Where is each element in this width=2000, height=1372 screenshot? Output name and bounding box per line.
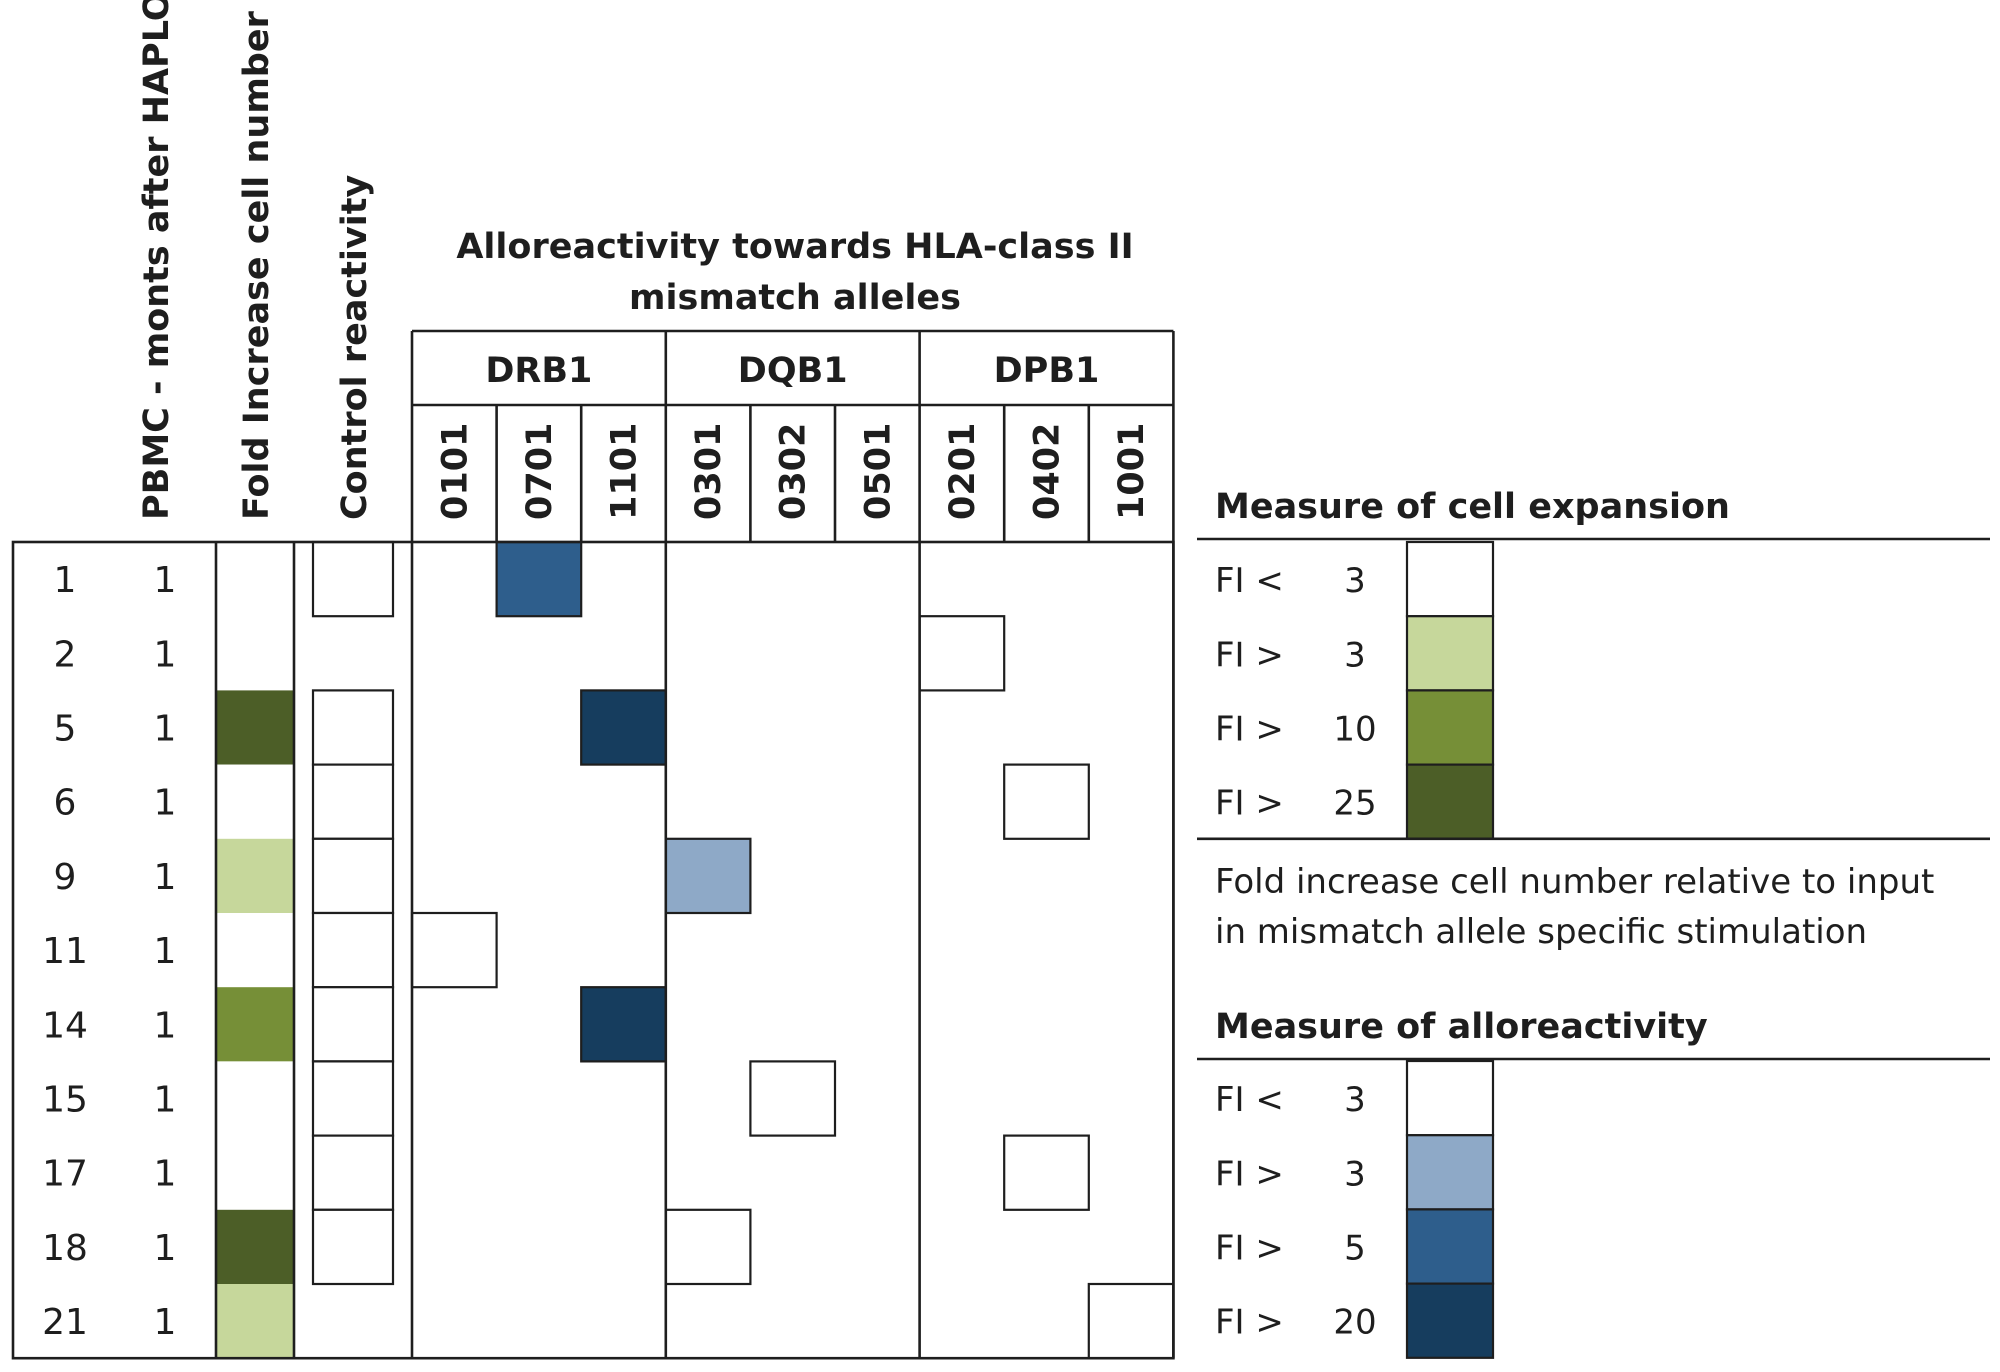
fold-increase-cell (216, 764, 294, 839)
legend-op: FI > (1215, 1303, 1284, 1343)
allele-header-1101: 1101 (605, 423, 645, 520)
legend-swatch (1405, 763, 1495, 840)
row-months: 1 (154, 783, 177, 824)
alloreactivity-cell (1003, 1134, 1090, 1211)
row-id: 9 (54, 857, 77, 898)
control-cell (311, 986, 395, 1063)
column-header-rotated: Fold Increase cell number (237, 10, 277, 520)
allele-header-0201: 0201 (943, 423, 983, 520)
row-id: 15 (42, 1080, 88, 1121)
legend-value: 3 (1344, 1080, 1366, 1120)
row-months: 1 (154, 1302, 177, 1343)
alloreactivity-cell (1003, 763, 1090, 840)
allele-header-0302: 0302 (774, 423, 814, 520)
legend-value: 5 (1344, 1229, 1366, 1269)
allele-header-0701: 0701 (520, 423, 560, 520)
row-months: 1 (154, 709, 177, 750)
row-id: 21 (42, 1302, 88, 1343)
row-id: 17 (42, 1154, 88, 1195)
control-cell (311, 1208, 395, 1286)
legend-op: FI > (1215, 635, 1284, 675)
fold-increase-cell (216, 690, 294, 765)
legend-note-line: Fold increase cell number relative to in… (1215, 862, 1934, 902)
legend-value: 3 (1344, 635, 1366, 675)
row-id: 2 (54, 634, 77, 675)
fold-increase-cell (216, 1061, 294, 1136)
legend-value: 10 (1333, 710, 1376, 750)
row-months: 1 (154, 1228, 177, 1269)
legend-op: FI > (1215, 784, 1284, 824)
control-cell (311, 1060, 395, 1137)
alloreactivity-cell (664, 1208, 752, 1286)
row-months: 1 (154, 560, 177, 601)
fold-increase-cell (216, 542, 294, 617)
legend-value: 3 (1344, 561, 1366, 601)
legend-swatch (1405, 1059, 1495, 1137)
legend-op: FI > (1215, 1154, 1284, 1194)
control-cell (311, 837, 395, 915)
legend-swatch (1405, 689, 1495, 766)
alloreactivity-cell (749, 1060, 837, 1137)
locus-header-drb1: DRB1 (485, 351, 592, 391)
row-id: 5 (54, 709, 77, 750)
legend-value: 3 (1344, 1154, 1366, 1194)
alloreactivity-cell (918, 615, 1006, 692)
allele-header-0501: 0501 (858, 423, 898, 520)
allele-header-0402: 0402 (1028, 423, 1068, 520)
locus-header-dpb1: DPB1 (994, 351, 1100, 391)
row-id: 6 (54, 783, 77, 824)
legend-swatch (1405, 540, 1495, 618)
locus-header-dqb1: DQB1 (738, 351, 848, 391)
legend-op: FI < (1215, 1080, 1284, 1120)
fold-increase-cell (216, 913, 294, 988)
allele-header-1001: 1001 (1112, 423, 1152, 520)
control-cell (311, 763, 395, 840)
row-months: 1 (154, 1154, 177, 1195)
alloreactivity-cell (495, 540, 583, 618)
fold-increase-cell (216, 838, 294, 913)
alloreactivity-cell (410, 911, 498, 989)
control-cell (311, 689, 395, 766)
control-cell (311, 911, 395, 989)
legend-title-alloreactivity: Measure of alloreactivity (1215, 1007, 1708, 1047)
allele-header-0301: 0301 (689, 423, 729, 520)
row-months: 1 (154, 1080, 177, 1121)
legend-op: FI > (1215, 710, 1284, 750)
alloreactivity-cell (664, 837, 752, 915)
row-id: 11 (42, 931, 88, 972)
row-months: 1 (154, 931, 177, 972)
chart-title-line: mismatch alleles (629, 278, 961, 318)
legend-value: 20 (1333, 1303, 1376, 1343)
fold-increase-cell (216, 987, 294, 1062)
control-cell (311, 540, 395, 618)
row-months: 1 (154, 857, 177, 898)
column-header-rotated: PBMC - monts after HAPLO (137, 0, 177, 520)
column-header-rotated: Control reactivity (335, 174, 375, 520)
fold-increase-cell (216, 1284, 294, 1359)
legend-title-expansion: Measure of cell expansion (1215, 487, 1730, 527)
alloreactivity-cell (1087, 1282, 1175, 1360)
legend-swatch (1405, 1282, 1495, 1359)
row-id: 18 (42, 1228, 88, 1269)
row-months: 1 (154, 634, 177, 675)
chart-title-line: Alloreactivity towards HLA-class II (456, 227, 1133, 267)
alloreactivity-cell (580, 689, 667, 766)
row-id: 14 (42, 1005, 88, 1046)
fold-increase-cell (216, 616, 294, 691)
allele-header-0101: 0101 (435, 423, 475, 520)
legend-swatch (1405, 1134, 1495, 1211)
legend-value: 25 (1333, 784, 1376, 824)
fold-increase-cell (216, 1209, 294, 1284)
alloreactivity-cell (580, 986, 667, 1063)
fold-increase-cell (216, 1135, 294, 1210)
legend-op: FI > (1215, 1229, 1284, 1269)
legend-op: FI < (1215, 561, 1284, 601)
legend-note-line: in mismatch allele specific stimulation (1215, 912, 1867, 952)
legend-swatch (1405, 615, 1495, 692)
legend-swatch (1405, 1208, 1495, 1285)
control-cell (311, 1134, 395, 1211)
row-id: 1 (54, 560, 77, 601)
row-months: 1 (154, 1005, 177, 1046)
